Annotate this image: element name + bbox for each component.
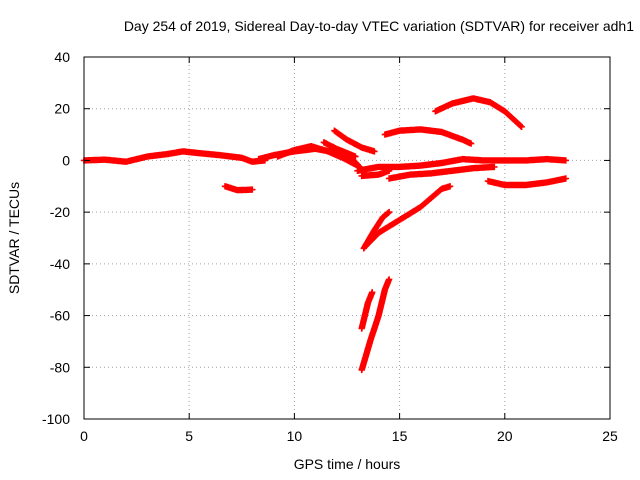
y-tick-label: 0 [62, 152, 70, 168]
data-series-points [358, 167, 393, 180]
chart-title: Day 254 of 2019, Sidereal Day-to-day VTE… [123, 18, 634, 34]
data-series-points [358, 276, 393, 374]
data-series-points [484, 175, 569, 189]
y-tick-label: -20 [50, 204, 70, 220]
data-series-points [274, 143, 361, 169]
grid-lines [84, 57, 610, 419]
data-series-points [358, 289, 376, 332]
plot-frame [83, 56, 611, 420]
data-series-points [385, 163, 498, 182]
data-series-points [331, 127, 378, 155]
axis-ticks: 0 5 10 15 20 25 -100 -80 -60 -40 -20 0 20 40 [42, 49, 618, 444]
y-tick-label: -60 [50, 308, 70, 324]
data-series-points [381, 126, 475, 147]
y-tick-label: -100 [42, 411, 70, 427]
x-tick-label: 20 [497, 428, 513, 444]
data-series-points [432, 95, 525, 130]
x-tick-label: 10 [287, 428, 303, 444]
y-tick-label: 40 [54, 49, 70, 65]
data-series-points [354, 155, 569, 174]
y-tick-label: 20 [54, 101, 70, 117]
x-tick-label: 25 [602, 428, 618, 444]
data-series-points [320, 139, 359, 160]
x-tick-label: 15 [392, 428, 408, 444]
x-tick-label: 0 [80, 428, 88, 444]
y-axis-label: SDTVAR / TECUs [6, 181, 22, 295]
data-series-points [360, 208, 393, 252]
data-series-points [80, 148, 269, 165]
data-series-points [362, 183, 454, 249]
data-series-points [221, 183, 256, 194]
y-tick-label: -80 [50, 359, 70, 375]
x-axis-label: GPS time / hours [293, 456, 401, 472]
data-series [80, 95, 569, 374]
x-tick-label: 5 [185, 428, 193, 444]
y-tick-label: -40 [50, 256, 70, 272]
